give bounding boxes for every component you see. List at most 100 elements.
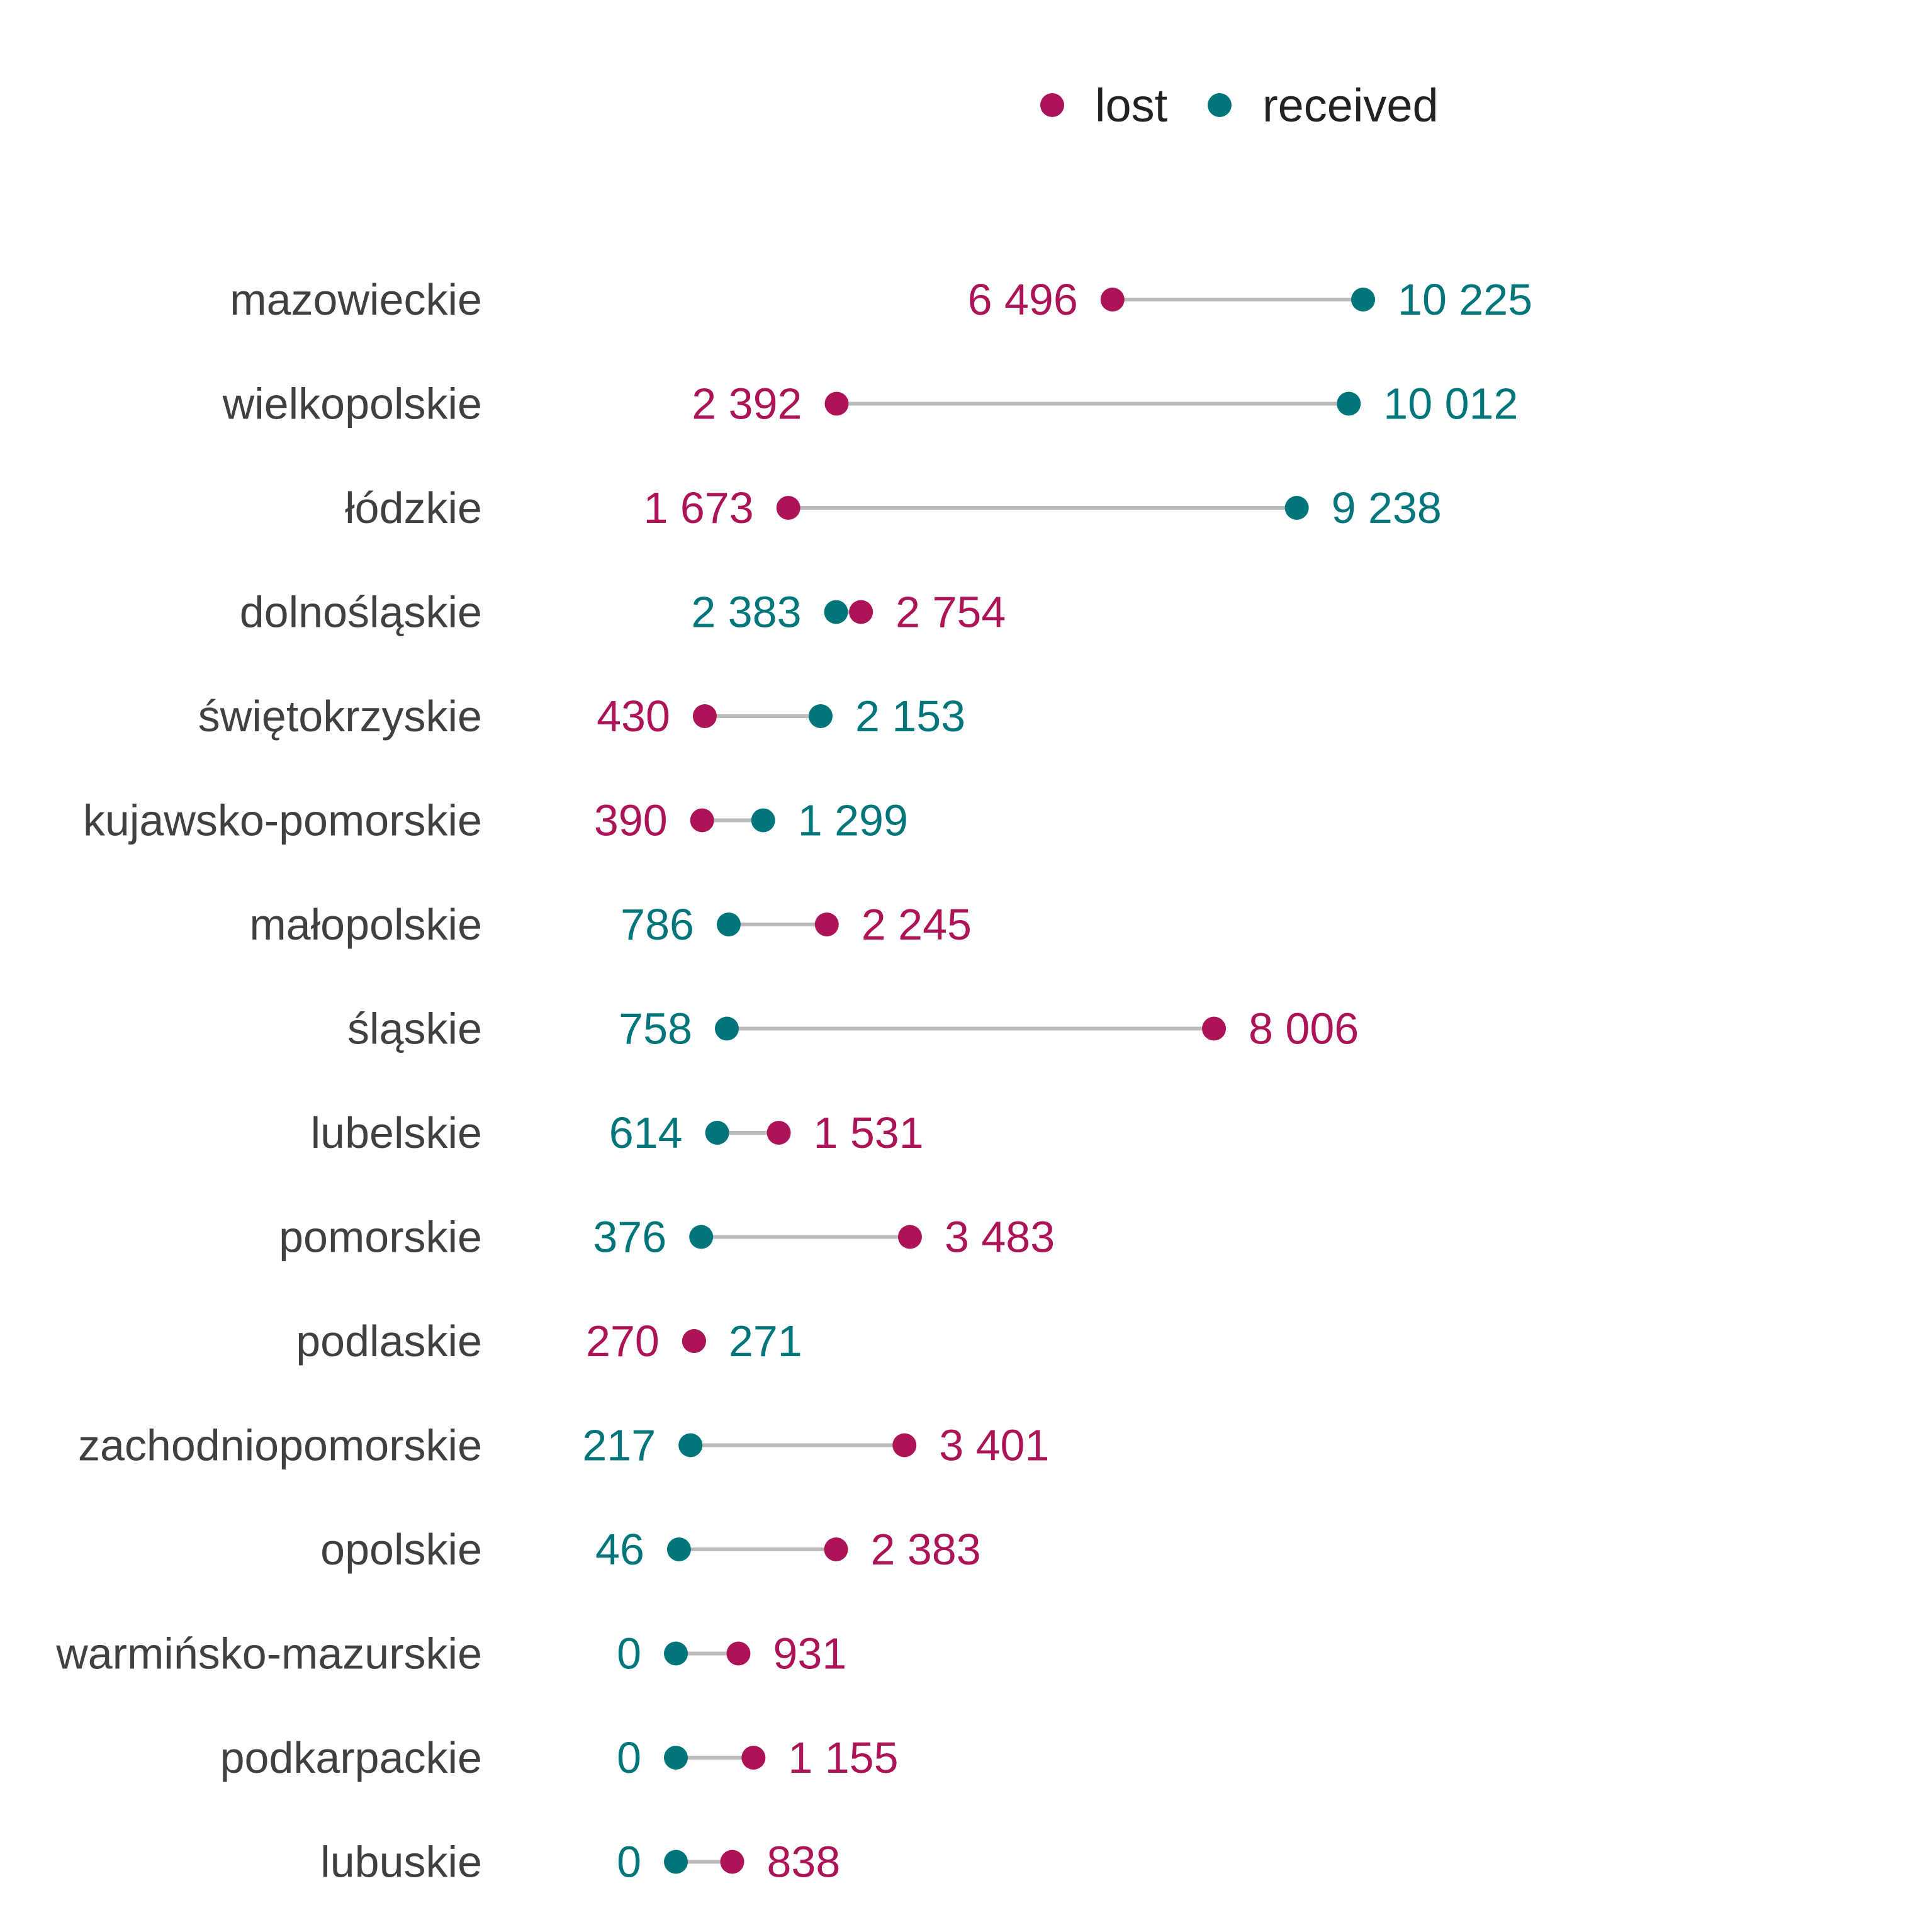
lost-value-label: 2 383 — [871, 1525, 981, 1574]
received-value-label: 10 012 — [1383, 379, 1518, 429]
category-label: zachodniopomorskie — [78, 1421, 482, 1470]
row-pomorskie: pomorskie 3 483 376 — [279, 1213, 1055, 1262]
category-label: podlaskie — [296, 1317, 482, 1366]
received-point — [716, 913, 741, 936]
lost-point — [776, 496, 800, 520]
lost-value-label: 3 483 — [945, 1213, 1055, 1262]
received-point — [689, 1225, 714, 1249]
lost-point — [824, 1537, 848, 1561]
lost-point — [1202, 1016, 1227, 1041]
received-value-label: 1 299 — [798, 796, 908, 845]
lost-point — [720, 1850, 744, 1874]
received-point — [664, 1641, 688, 1666]
lost-point — [824, 391, 849, 416]
category-label: małopolskie — [249, 900, 482, 949]
received-point — [824, 600, 848, 624]
row-dolnośląskie: dolnośląskie 2 754 2 383 — [240, 588, 1006, 637]
row-mazowieckie: mazowieckie 6 496 10 225 — [230, 275, 1532, 324]
legend-lost-label: lost — [1095, 79, 1168, 132]
category-label: śląskie — [347, 1004, 482, 1053]
legend-received-label: received — [1262, 79, 1439, 132]
lost-value-label: 8 006 — [1249, 1004, 1359, 1053]
received-point — [1351, 288, 1376, 312]
row-wielkopolskie: wielkopolskie 2 392 10 012 — [222, 379, 1519, 429]
lost-point — [726, 1641, 751, 1666]
row-podkarpackie: podkarpackie 1 155 0 — [220, 1733, 899, 1782]
lost-value-label: 1 155 — [788, 1733, 898, 1782]
lost-value-label: 1 673 — [644, 483, 754, 532]
lost-point — [1100, 288, 1125, 312]
lost-value-label: 390 — [594, 796, 668, 845]
lost-value-label: 1 531 — [814, 1108, 924, 1157]
received-point — [808, 704, 833, 728]
received-value-label: 217 — [582, 1421, 656, 1470]
category-label: wielkopolskie — [222, 379, 482, 429]
received-value-label: 46 — [595, 1525, 644, 1574]
row-kujawsko-pomorskie: kujawsko-pomorskie 390 1 299 — [83, 796, 908, 845]
received-point — [678, 1433, 703, 1457]
lost-value-label: 3 401 — [939, 1421, 1049, 1470]
row-zachodniopomorskie: zachodniopomorskie 3 401 217 — [78, 1421, 1049, 1470]
received-value-label: 2 383 — [691, 588, 801, 637]
category-label: świętokrzyskie — [198, 692, 482, 741]
received-value-label: 2 153 — [855, 692, 965, 741]
received-point — [664, 1850, 688, 1874]
lost-value-label: 270 — [586, 1317, 660, 1366]
received-point — [705, 1121, 729, 1145]
category-label: pomorskie — [279, 1213, 482, 1262]
received-point — [664, 1746, 688, 1770]
lost-value-label: 2 754 — [896, 588, 1006, 637]
received-point — [714, 1016, 739, 1041]
received-value-label: 0 — [617, 1733, 641, 1782]
received-value-label: 758 — [619, 1004, 692, 1053]
received-value-label: 0 — [617, 1629, 641, 1678]
received-value-label: 376 — [593, 1213, 666, 1262]
lost-value-label: 2 245 — [862, 900, 972, 949]
legend-received-marker — [1208, 93, 1232, 117]
received-value-label: 9 238 — [1332, 483, 1442, 532]
lost-point — [897, 1225, 922, 1249]
lost-point — [892, 1433, 917, 1457]
received-value-label: 271 — [729, 1317, 802, 1366]
chart-rows: mazowieckie 6 496 10 225 wielkopolskie 2 392… — [55, 275, 1532, 1887]
category-label: podkarpackie — [220, 1733, 482, 1782]
category-label: lubuskie — [320, 1838, 482, 1887]
received-value-label: 786 — [621, 900, 694, 949]
row-warmińsko-mazurskie: warmińsko-mazurskie 931 0 — [55, 1629, 846, 1678]
row-opolskie: opolskie 2 383 46 — [320, 1525, 981, 1574]
received-point — [751, 808, 775, 833]
lost-value-label: 2 392 — [692, 379, 802, 429]
category-label: kujawsko-pomorskie — [83, 796, 482, 845]
category-label: mazowieckie — [230, 275, 482, 324]
row-małopolskie: małopolskie 2 245 786 — [249, 900, 972, 949]
lost-point — [741, 1746, 766, 1770]
lost-point — [692, 704, 717, 728]
lost-point — [849, 600, 873, 624]
lost-point — [767, 1121, 791, 1145]
legend-lost-marker — [1040, 93, 1064, 117]
received-point — [1337, 391, 1361, 416]
category-label: dolnośląskie — [240, 588, 482, 637]
row-podlaskie: podlaskie 270 271 — [296, 1317, 802, 1366]
lost-point — [682, 1329, 706, 1353]
legend: lost received — [1040, 79, 1439, 132]
lost-point — [814, 913, 839, 936]
lost-point — [690, 808, 714, 833]
lost-value-label: 6 496 — [968, 275, 1078, 324]
received-value-label: 0 — [617, 1838, 641, 1887]
category-label: warmińsko-mazurskie — [55, 1629, 482, 1678]
row-łódzkie: łódzkie 1 673 9 238 — [345, 483, 1442, 532]
lost-value-label: 430 — [597, 692, 670, 741]
row-lubelskie: lubelskie 1 531 614 — [311, 1108, 924, 1157]
row-lubuskie: lubuskie 838 0 — [320, 1838, 840, 1887]
received-point — [1284, 496, 1309, 520]
lost-value-label: 931 — [773, 1629, 846, 1678]
category-label: łódzkie — [345, 483, 482, 532]
category-label: lubelskie — [311, 1108, 482, 1157]
row-świętokrzyskie: świętokrzyskie 430 2 153 — [198, 692, 965, 741]
category-label: opolskie — [320, 1525, 482, 1574]
received-value-label: 10 225 — [1398, 275, 1532, 324]
lost-value-label: 838 — [767, 1838, 840, 1887]
